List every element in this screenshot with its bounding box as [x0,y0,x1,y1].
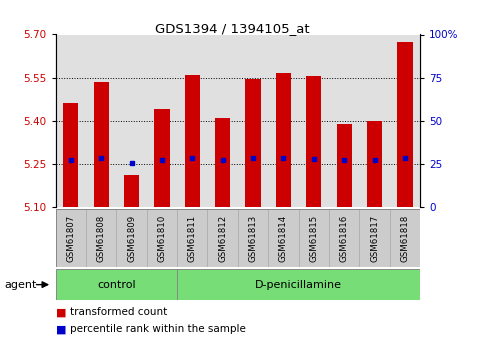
Bar [94,82,109,207]
Bar [147,209,177,267]
Text: GSM61807: GSM61807 [66,215,75,262]
Text: GDS1394 / 1394105_at: GDS1394 / 1394105_at [155,22,309,36]
Text: GSM61812: GSM61812 [218,215,227,262]
Text: GSM61814: GSM61814 [279,215,288,262]
Text: GSM61815: GSM61815 [309,215,318,262]
Bar [367,121,382,207]
Bar [185,75,200,207]
Bar [245,79,261,207]
Bar [329,209,359,267]
Text: agent: agent [5,280,37,289]
Bar [86,209,116,267]
Bar [177,209,208,267]
Bar [398,42,412,207]
Text: GSM61818: GSM61818 [400,215,410,262]
Bar [215,118,230,207]
Text: percentile rank within the sample: percentile rank within the sample [70,325,246,334]
Text: GSM61816: GSM61816 [340,215,349,262]
Bar [56,209,86,267]
Bar [298,209,329,267]
Text: GSM61813: GSM61813 [249,215,257,262]
Bar [276,73,291,207]
Bar [116,209,147,267]
Bar [268,209,298,267]
Bar [208,209,238,267]
Text: D-penicillamine: D-penicillamine [255,280,342,289]
Bar [56,269,177,300]
Bar [337,124,352,207]
Bar [390,209,420,267]
Bar [63,104,78,207]
Bar [177,269,420,300]
Text: GSM61808: GSM61808 [97,215,106,262]
Text: control: control [97,280,136,289]
Text: ■: ■ [56,325,66,334]
Text: GSM61811: GSM61811 [188,215,197,262]
Bar [359,209,390,267]
Bar [306,76,322,207]
Bar [238,209,268,267]
Bar [124,175,139,207]
Text: GSM61809: GSM61809 [127,215,136,262]
Text: GSM61817: GSM61817 [370,215,379,262]
Text: ■: ■ [56,307,66,317]
Bar [154,109,170,207]
Text: GSM61810: GSM61810 [157,215,167,262]
Text: transformed count: transformed count [70,307,167,317]
